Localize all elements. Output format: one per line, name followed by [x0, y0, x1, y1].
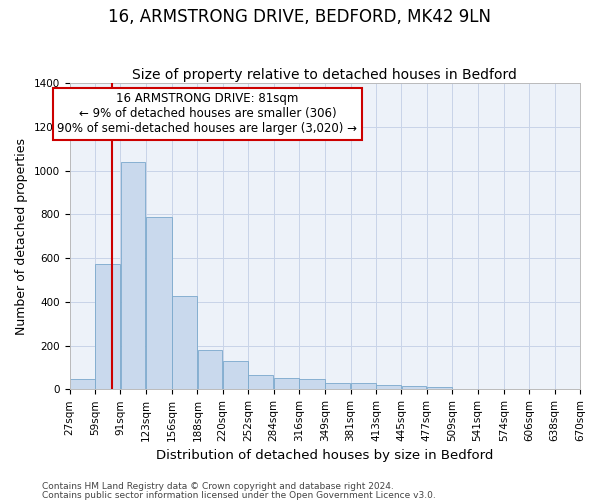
Title: Size of property relative to detached houses in Bedford: Size of property relative to detached ho… [133, 68, 517, 82]
Bar [70, 380, 95, 390]
Bar [197, 350, 223, 390]
Bar [401, 386, 427, 390]
Bar [95, 264, 120, 390]
Bar [351, 384, 376, 390]
Bar [146, 216, 172, 390]
Text: Contains HM Land Registry data © Crown copyright and database right 2024.: Contains HM Land Registry data © Crown c… [42, 482, 394, 491]
Text: 16, ARMSTRONG DRIVE, BEDFORD, MK42 9LN: 16, ARMSTRONG DRIVE, BEDFORD, MK42 9LN [109, 8, 491, 26]
Bar [248, 375, 273, 390]
X-axis label: Distribution of detached houses by size in Bedford: Distribution of detached houses by size … [156, 450, 493, 462]
Bar [376, 385, 401, 390]
Bar [274, 378, 299, 390]
Bar [427, 387, 452, 390]
Text: Contains public sector information licensed under the Open Government Licence v3: Contains public sector information licen… [42, 490, 436, 500]
Bar [223, 361, 248, 390]
Bar [325, 383, 350, 390]
Text: 16 ARMSTRONG DRIVE: 81sqm
← 9% of detached houses are smaller (306)
90% of semi-: 16 ARMSTRONG DRIVE: 81sqm ← 9% of detach… [58, 92, 358, 136]
Bar [172, 296, 197, 390]
Bar [121, 162, 145, 390]
Y-axis label: Number of detached properties: Number of detached properties [15, 138, 28, 334]
Bar [299, 380, 325, 390]
